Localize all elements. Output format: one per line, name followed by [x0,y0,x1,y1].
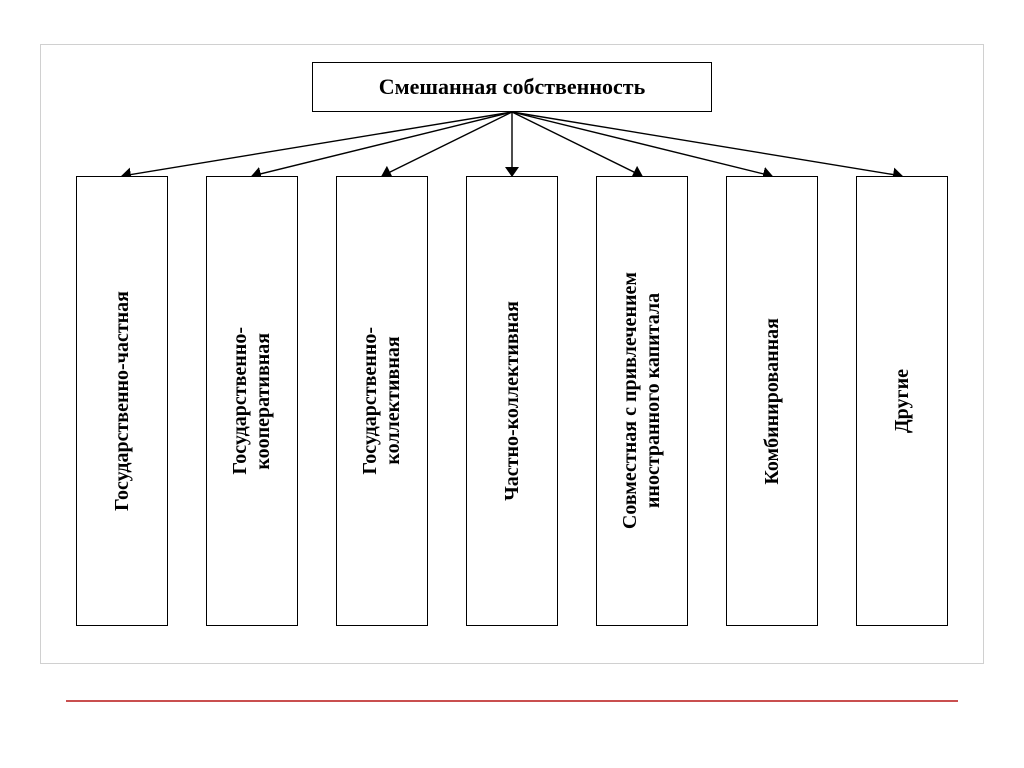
root-node: Смешанная собственность [312,62,712,112]
child-label: Государственно- коллективная [359,327,405,475]
child-node: Государственно- кооперативная [206,176,298,626]
diagram-canvas: Смешанная собственность Государственно-ч… [0,0,1024,768]
child-node: Комбинированная [726,176,818,626]
child-label: Частно-коллективная [501,301,524,501]
child-label: Совместная с привлечением иностранного к… [619,272,665,529]
child-node: Государственно-частная [76,176,168,626]
child-node: Частно-коллективная [466,176,558,626]
child-label: Комбинированная [761,318,784,485]
child-node: Совместная с привлечением иностранного к… [596,176,688,626]
child-label: Государственно- кооперативная [229,327,275,475]
child-label: Другие [891,369,914,433]
footer-underline [66,700,958,702]
child-node: Государственно- коллективная [336,176,428,626]
child-label: Государственно-частная [111,291,134,511]
child-node: Другие [856,176,948,626]
root-label: Смешанная собственность [379,74,646,100]
